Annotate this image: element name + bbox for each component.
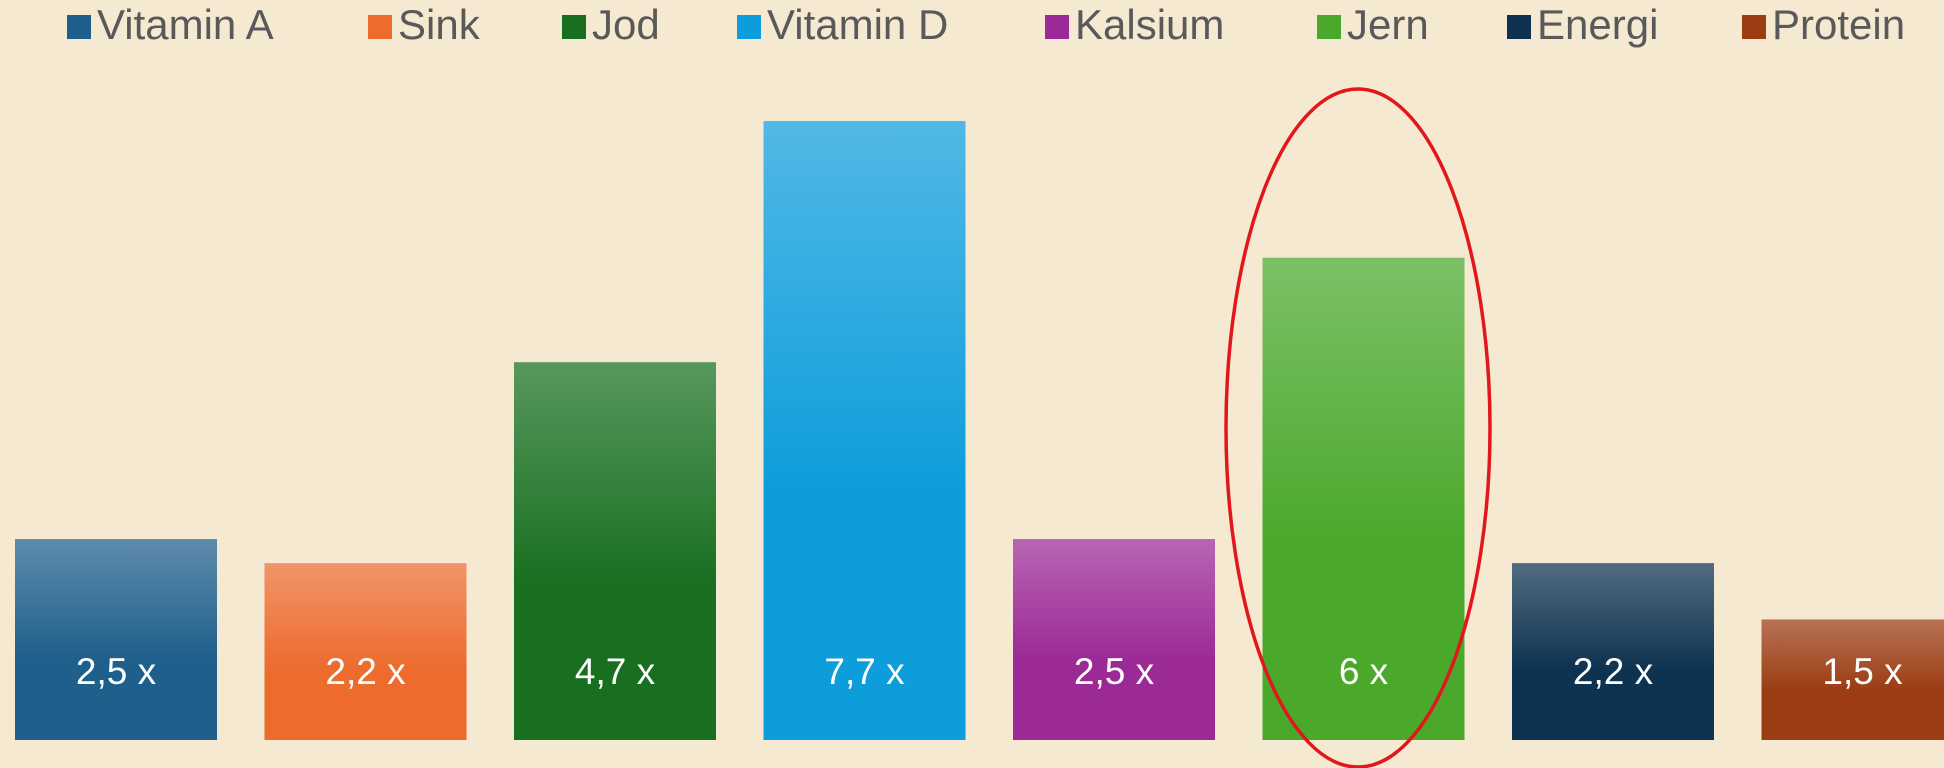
legend-swatch xyxy=(1045,15,1069,39)
legend-swatch xyxy=(1742,15,1766,39)
legend-swatch xyxy=(737,15,761,39)
value-label: 1,5 x xyxy=(1822,651,1903,692)
value-label: 2,5 x xyxy=(76,651,157,692)
bar-sheen xyxy=(1013,539,1215,740)
value-label: 2,2 x xyxy=(1573,651,1654,692)
legend-label: Energi xyxy=(1537,1,1658,48)
value-label: 2,5 x xyxy=(1074,651,1155,692)
value-label: 6 x xyxy=(1339,651,1389,692)
bar-sheen xyxy=(15,539,217,740)
legend-swatch xyxy=(67,15,91,39)
value-label: 2,2 x xyxy=(325,651,406,692)
chart: Vitamin A Sink Jod Vitamin D Kalsium Jern Ener… xyxy=(0,0,1944,768)
legend-label: Jod xyxy=(592,1,660,48)
page: {"chart_data": {"type": "bar", "series":… xyxy=(0,0,1944,768)
legend-label: Vitamin D xyxy=(767,1,948,48)
value-label: 7,7 x xyxy=(824,651,905,692)
value-label: 4,7 x xyxy=(575,651,656,692)
legend-swatch xyxy=(368,15,392,39)
legend-swatch xyxy=(1317,15,1341,39)
legend-label: Sink xyxy=(398,1,481,48)
legend-swatch xyxy=(562,15,586,39)
legend-label: Jern xyxy=(1347,1,1429,48)
legend-swatch xyxy=(1507,15,1531,39)
bar-sheen xyxy=(764,121,966,740)
legend-label: Kalsium xyxy=(1075,1,1224,48)
legend-label: Protein xyxy=(1772,1,1905,48)
legend-label: Vitamin A xyxy=(97,1,274,48)
